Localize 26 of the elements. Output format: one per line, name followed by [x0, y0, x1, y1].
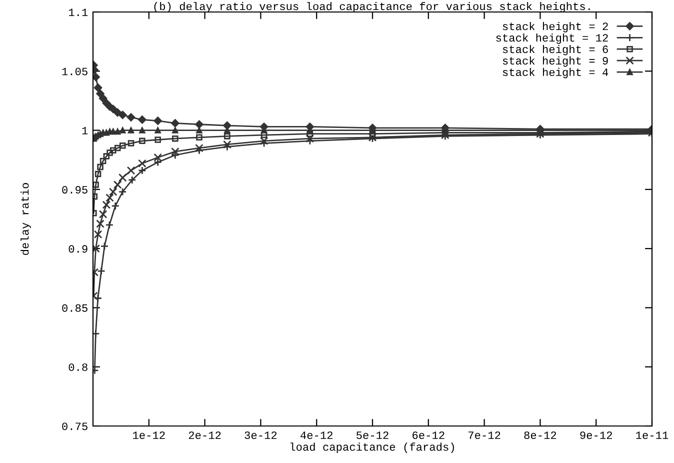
x-tick-label: 9e-12: [580, 431, 612, 440]
x-axis-title: load capacitance (farads): [290, 442, 454, 453]
y-tick-label: 1: [82, 126, 88, 134]
x-tick-label: 4e-12: [300, 431, 332, 440]
y-tick-label: 0.95: [62, 186, 88, 194]
legend-label: stack height = 2: [502, 22, 608, 32]
x-tick-label: 1e-11: [636, 432, 668, 440]
y-tick-label: 0.75: [62, 422, 88, 430]
y-tick-label: 0.85: [62, 304, 88, 312]
legend-label: stack height = 9: [502, 56, 608, 67]
y-tick-label: 0.9: [68, 245, 88, 253]
legend-label: stack height = 6: [502, 44, 608, 56]
x-tick-label: 7e-12: [468, 431, 500, 440]
x-tick-label: 5e-12: [356, 431, 388, 440]
y-tick-label: 1.05: [62, 68, 88, 76]
legend-label: stack height = 12: [496, 33, 608, 44]
x-tick-label: 8e-12: [524, 431, 556, 440]
y-tick-label: 1.1: [68, 8, 88, 16]
x-tick-label: 1e-12: [133, 431, 165, 440]
chart-title: (b) delay ratio versus load capacitance for various stack heights.: [154, 2, 590, 12]
legend-label: stack height = 4: [502, 68, 608, 78]
y-axis-title: delay ratio: [20, 183, 31, 255]
x-tick-label: 2e-12: [188, 431, 221, 440]
x-tick-label: 3e-12: [244, 431, 277, 440]
y-tick-label: 0.8: [68, 363, 88, 371]
x-tick-label: 6e-12: [412, 431, 444, 440]
